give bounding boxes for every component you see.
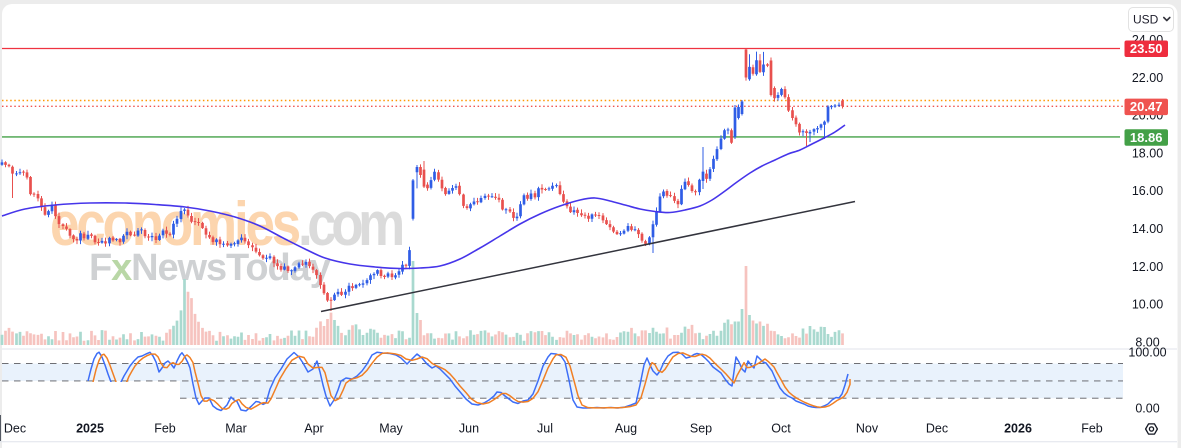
svg-text:22.00: 22.00: [1132, 71, 1163, 85]
svg-text:Feb: Feb: [1081, 422, 1103, 436]
svg-text:Dec: Dec: [4, 422, 26, 436]
svg-text:14.00: 14.00: [1132, 222, 1163, 236]
svg-text:8.00: 8.00: [1135, 335, 1159, 349]
svg-text:2025: 2025: [76, 422, 104, 436]
svg-text:Jun: Jun: [459, 422, 479, 436]
svg-text:Sep: Sep: [690, 422, 712, 436]
svg-text:10.00: 10.00: [1132, 298, 1163, 312]
svg-text:2026: 2026: [1004, 422, 1032, 436]
svg-text:16.00: 16.00: [1132, 184, 1163, 198]
svg-text:0.00: 0.00: [1135, 402, 1159, 416]
svg-text:Nov: Nov: [856, 422, 879, 436]
svg-text:100.00: 100.00: [1128, 346, 1166, 360]
svg-text:Feb: Feb: [154, 422, 176, 436]
svg-text:18.00: 18.00: [1132, 146, 1163, 160]
svg-text:Dec: Dec: [926, 422, 948, 436]
svg-text:Aug: Aug: [615, 422, 637, 436]
svg-text:20.47: 20.47: [1130, 99, 1163, 114]
svg-text:Apr: Apr: [304, 422, 323, 436]
svg-text:Jul: Jul: [537, 422, 553, 436]
svg-text:Oct: Oct: [771, 422, 791, 436]
svg-text:12.00: 12.00: [1132, 260, 1163, 274]
svg-text:USD: USD: [1133, 13, 1159, 27]
svg-text:18.86: 18.86: [1130, 130, 1163, 145]
svg-text:FxNewsToday: FxNewsToday: [89, 247, 331, 289]
svg-text:economies.com: economies.com: [50, 190, 402, 259]
svg-text:23.50: 23.50: [1130, 41, 1163, 56]
svg-text:Mar: Mar: [225, 422, 247, 436]
svg-text:May: May: [379, 422, 403, 436]
